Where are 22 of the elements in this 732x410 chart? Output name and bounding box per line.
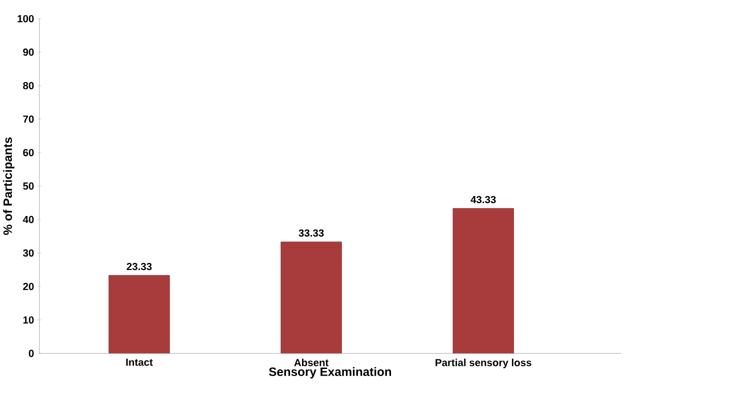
x-axis-title: Sensory Examination bbox=[268, 367, 392, 379]
bar bbox=[108, 275, 170, 354]
y-tick-label: 20 bbox=[23, 283, 34, 290]
bar bbox=[452, 208, 514, 354]
y-tick-label: 0 bbox=[28, 350, 34, 358]
x-tick-label: Intact bbox=[126, 358, 153, 366]
y-tick-label: 50 bbox=[23, 182, 34, 190]
y-tick-label: 30 bbox=[22, 250, 34, 257]
y-tick-label: 100 bbox=[18, 15, 34, 23]
y-tick-label: 60 bbox=[23, 149, 34, 156]
x-tick-label: Absent bbox=[294, 358, 329, 366]
y-tick-label: 70 bbox=[23, 116, 34, 123]
data-label: 43.33 bbox=[470, 196, 496, 204]
x-tick-label: Partial sensory loss bbox=[436, 358, 532, 368]
y-tick-label: 10 bbox=[23, 316, 34, 324]
y-tick-label: 40 bbox=[22, 216, 34, 224]
data-label: 23.33 bbox=[126, 263, 152, 270]
y-tick-label: 80 bbox=[23, 82, 34, 90]
y-tick-label: 90 bbox=[23, 48, 34, 56]
y-axis-title: % of Participants bbox=[3, 138, 14, 236]
data-label: 33.33 bbox=[298, 230, 324, 237]
bar bbox=[280, 242, 342, 354]
